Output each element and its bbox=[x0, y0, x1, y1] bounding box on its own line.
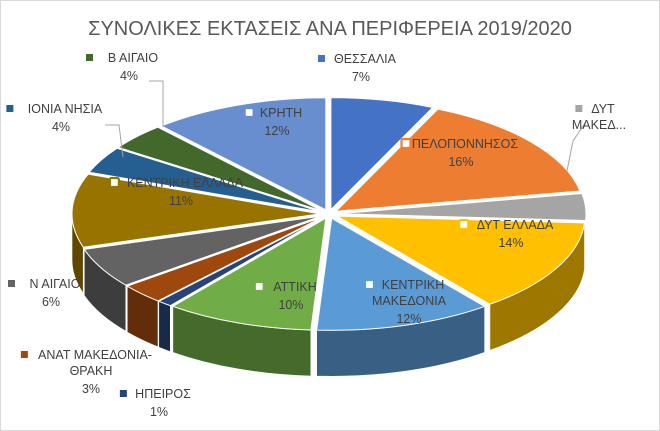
leader-line-δυτ-μακεδ bbox=[566, 122, 586, 172]
category-label-δυτ-μακεδ-line2: ΜΑΚΕΔ... bbox=[572, 118, 626, 132]
pie-slice-αττικη bbox=[171, 217, 327, 331]
pie-slice-ν-αιγαιο bbox=[83, 215, 322, 286]
pie-side-ηπειρος bbox=[158, 300, 171, 353]
category-label-ιονια-νησια: ΙΟΝΙΑ ΝΗΣΙΑ bbox=[28, 102, 103, 116]
legend-key-θεσσαλια bbox=[318, 55, 325, 62]
data-label-κρητη: ΚΡΗΤΗ 12% bbox=[243, 106, 302, 138]
category-label-δυτ-μακεδ-line1: ΔΥΤ bbox=[591, 102, 615, 116]
percent-label-κεντρικη-μακεδονια: 12% bbox=[396, 312, 421, 326]
legend-key-ν-αιγαιο bbox=[8, 280, 15, 287]
data-label-δυτ-ελλαδα: ΔΥΤ ΕΛΛΑΔΑ 14% bbox=[458, 218, 554, 250]
pie-slice-κρητη bbox=[160, 97, 327, 211]
data-label-β-αιγαιο: Β ΑΙΓΑΙΟ 4% bbox=[86, 51, 158, 83]
leader-line-β-αιγαιο bbox=[149, 80, 164, 127]
pie-slice-ιονια-νησια bbox=[88, 147, 322, 213]
pie-tops bbox=[71, 97, 587, 331]
legend-key-ηπειρος bbox=[119, 390, 127, 397]
category-label-ν-αιγαιο: Ν ΑΙΓΑΙΟ bbox=[30, 277, 81, 291]
data-label-πελοποννησος: ΠΕΛΟΠΟΝΝΗΣΟΣ 16% bbox=[400, 137, 518, 169]
leader-lines bbox=[105, 80, 586, 172]
data-label-δυτ-μακεδ: ΔΥΤ ΜΑΚΕΔ... bbox=[572, 102, 626, 132]
percent-label-ιονια-νησια: 4% bbox=[52, 120, 70, 134]
percent-label-κρητη: 12% bbox=[264, 124, 289, 138]
legend-key-δυτ-μακεδ bbox=[575, 105, 583, 112]
legend-key-πελοποννησος bbox=[400, 137, 412, 150]
percent-label-δυτ-ελλαδα: 14% bbox=[498, 236, 523, 250]
category-label-κρητη: ΚΡΗΤΗ bbox=[260, 106, 302, 120]
legend-key-κρητη bbox=[243, 106, 255, 119]
data-label-θεσσαλια: ΘΕΣΣΑΛΙΑ 7% bbox=[318, 52, 397, 84]
chart-title: ΣΥΝΟΛΙΚΕΣ ΕΚΤΑΣΕΙΣ ΑΝΑ ΠΕΡΙΦΕΡΕΙΑ 2019/2… bbox=[88, 18, 572, 40]
pie-slice-δυτ-μακεδ bbox=[337, 193, 587, 222]
legend-key-κεντρικη-μακεδονια bbox=[363, 278, 376, 291]
category-label-ανατ-μακεδονια-θρακη-line2: ΘΡΑΚΗ bbox=[70, 364, 113, 378]
pie-slice-β-αιγαιο bbox=[117, 126, 323, 212]
percent-label-ηπειρος: 1% bbox=[150, 405, 168, 419]
pie-slice-δυτ-ελλαδα bbox=[336, 215, 586, 305]
legend-key-αττικη bbox=[253, 280, 265, 293]
leader-line-ιονια-νησια bbox=[105, 124, 124, 158]
legend-key-δυτ-ελλαδα bbox=[458, 218, 470, 231]
category-label-ανατ-μακεδονια-θρακη-line1: ΑΝΑΤ ΜΑΚΕΔΟΝΙΑ- bbox=[38, 348, 152, 362]
legend-key-β-αιγαιο bbox=[86, 54, 93, 61]
data-label-ν-αιγαιο: Ν ΑΙΓΑΙΟ 6% bbox=[8, 277, 81, 309]
data-label-κεντρικη-ελλαδα: ΚΕΝΤΡΙΚΗ ΕΛΛΑΔΑ 11% bbox=[108, 176, 244, 208]
category-label-κεντρικη-ελλαδα: ΚΕΝΤΡΙΚΗ ΕΛΛΑΔΑ bbox=[127, 176, 244, 190]
percent-label-θεσσαλια: 7% bbox=[352, 70, 370, 84]
category-label-θεσσαλια: ΘΕΣΣΑΛΙΑ bbox=[334, 52, 397, 66]
legend-key-ιονια-νησια bbox=[6, 105, 14, 112]
legend-key-ανατ-μακεδονια-θρακη bbox=[20, 351, 28, 358]
data-label-κεντρικη-μακεδονια: ΚΕΝΤΡΙΚΗ ΜΑΚΕΔΟΝΙΑ 12% bbox=[363, 278, 447, 326]
data-label-αττικη: ΑΤΤΙΚΗ 10% bbox=[253, 280, 317, 312]
category-label-αττικη: ΑΤΤΙΚΗ bbox=[273, 280, 317, 294]
legend-key-κεντρικη-ελλαδα bbox=[108, 176, 120, 189]
percent-label-κεντρικη-ελλαδα: 11% bbox=[169, 194, 193, 208]
percent-label-ν-αιγαιο: 6% bbox=[42, 295, 60, 309]
percent-label-αττικη: 10% bbox=[278, 298, 303, 312]
pie-slice-κεντρικη-ελλαδα bbox=[71, 173, 321, 248]
category-label-β-αιγαιο: Β ΑΙΓΑΙΟ bbox=[108, 51, 158, 65]
data-label-ηπειρος: ΗΠΕΙΡΟΣ 1% bbox=[119, 387, 191, 419]
category-label-κεντρικη-μακεδονια-line2: ΜΑΚΕΔΟΝΙΑ bbox=[372, 294, 447, 308]
pie-slice-κεντρικη-μακεδονια bbox=[316, 217, 486, 331]
data-labels: ΘΕΣΣΑΛΙΑ 7% ΠΕΛΟΠΟΝΝΗΣΟΣ 16% ΔΥΤ ΜΑΚΕΔ... ΔΥΤ … bbox=[6, 51, 626, 419]
data-label-ιονια-νησια: ΙΟΝΙΑ ΝΗΣΙΑ 4% bbox=[6, 102, 103, 134]
category-label-πελοποννησος: ΠΕΛΟΠΟΝΝΗΣΟΣ bbox=[412, 137, 518, 151]
pie-slice-ανατ-μακεδονια-θρακη bbox=[126, 216, 323, 302]
pie-slice-πελοποννησος bbox=[334, 108, 581, 212]
percent-label-πελοποννησος: 16% bbox=[448, 155, 473, 169]
percent-label-ανατ-μακεδονια-θρακη: 3% bbox=[82, 382, 100, 396]
category-label-δυτ-ελλαδα: ΔΥΤ ΕΛΛΑΔΑ bbox=[477, 218, 554, 232]
percent-label-β-αιγαιο: 4% bbox=[120, 69, 138, 83]
category-label-ηπειρος: ΗΠΕΙΡΟΣ bbox=[135, 387, 191, 401]
pie-slice-θεσσαλια bbox=[330, 97, 434, 211]
pie-slice-ηπειρος bbox=[157, 217, 324, 307]
category-label-κεντρικη-μακεδονια-line1: ΚΕΝΤΡΙΚΗ bbox=[382, 278, 445, 292]
data-label-ανατ-μακεδονια-θρακη: ΑΝΑΤ ΜΑΚΕΔΟΝΙΑ- ΘΡΑΚΗ 3% bbox=[20, 348, 152, 396]
pie-sides bbox=[71, 213, 587, 377]
